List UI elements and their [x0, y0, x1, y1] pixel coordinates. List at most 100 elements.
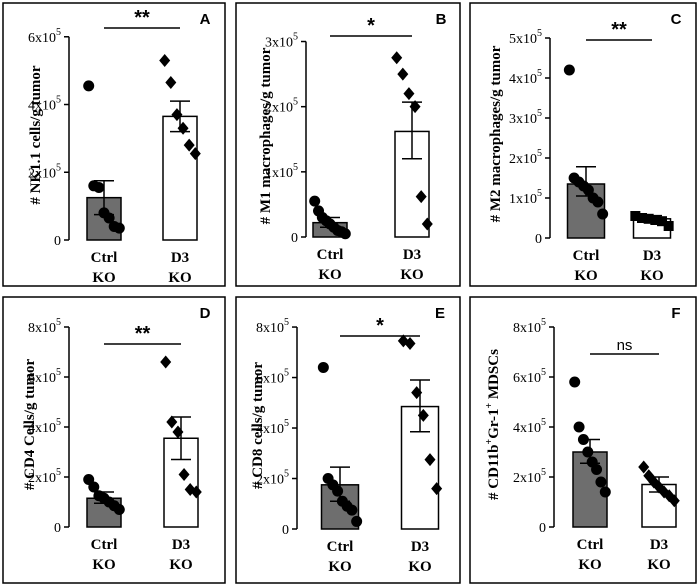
significance-label: **	[134, 7, 150, 29]
data-point	[424, 453, 436, 467]
data-point	[597, 208, 609, 220]
significance-label: **	[611, 19, 627, 41]
data-point	[165, 76, 177, 89]
y-tick-label: 5x105	[509, 28, 542, 47]
category-label: D3	[172, 537, 190, 553]
data-point	[421, 217, 433, 231]
panel-letter: F	[671, 305, 680, 322]
panel-frame	[2, 296, 226, 584]
category-label: KO	[168, 270, 191, 286]
panel-letter: D	[200, 305, 211, 322]
category-label: Ctrl	[317, 247, 344, 263]
bar	[162, 115, 198, 241]
data-point	[599, 486, 611, 498]
panel-b: B 0 1x105 2x105 3x105# M1 macrophages/g tumo…	[235, 2, 461, 287]
y-tick-label: 0	[54, 521, 61, 536]
data-point	[189, 147, 201, 161]
data-point	[591, 464, 603, 475]
y-tick-label: 6x105	[28, 27, 61, 46]
y-tick-label: 4x105	[509, 68, 542, 87]
category-label: KO	[92, 270, 115, 286]
y-tick-label: 2x105	[28, 467, 61, 486]
bar	[163, 437, 199, 528]
panel-frame	[235, 2, 461, 287]
data-point	[663, 221, 674, 231]
data-point	[159, 53, 171, 67]
data-point	[397, 67, 409, 81]
data-point	[431, 482, 443, 496]
y-tick-label: 6x105	[513, 367, 546, 386]
data-point	[403, 87, 415, 101]
data-point	[417, 408, 429, 422]
data-point	[339, 228, 351, 240]
data-point	[391, 51, 403, 65]
y-tick-label: 2x105	[509, 148, 542, 167]
significance-label: *	[367, 15, 375, 37]
category-label: D3	[411, 539, 429, 555]
y-tick-label: 4x105	[256, 418, 289, 437]
data-point	[404, 336, 416, 350]
category-label: KO	[400, 267, 423, 283]
y-tick-label: 8x105	[513, 317, 546, 336]
y-tick-label: 1x105	[265, 162, 298, 181]
panel-frame	[469, 2, 697, 287]
data-point	[346, 504, 358, 516]
panel-letter: B	[436, 11, 447, 28]
data-point	[88, 481, 100, 493]
category-label: D3	[171, 250, 189, 266]
panel-letter: E	[435, 305, 445, 322]
category-label: KO	[408, 559, 431, 575]
y-tick-label: 8x105	[256, 317, 289, 336]
y-tick-label: 3x105	[509, 108, 542, 127]
data-point	[582, 184, 594, 196]
category-label: Ctrl	[577, 537, 604, 553]
data-point	[351, 515, 363, 527]
data-point	[166, 415, 178, 429]
category-label: KO	[92, 557, 115, 573]
panel-letter: A	[200, 11, 211, 28]
data-point	[309, 195, 321, 207]
data-point	[332, 485, 344, 497]
panel-frame	[2, 2, 226, 287]
category-label: D3	[403, 247, 421, 263]
y-tick-label: 4x105	[513, 417, 546, 436]
data-point	[160, 355, 172, 369]
y-axis-label: # M2 macrophages/g tumor	[488, 45, 504, 222]
panel-frame	[469, 296, 697, 584]
data-point	[668, 494, 680, 508]
data-point	[563, 64, 575, 76]
significance-label: **	[135, 323, 151, 345]
data-point	[569, 376, 581, 388]
y-tick-label: 0	[54, 234, 61, 249]
data-point	[637, 213, 648, 223]
significance-label: ns	[617, 337, 633, 354]
panel-c: C 0 1x105 2x105 3x105 4x105 5x105 # M2 macropha…	[469, 2, 697, 287]
data-point	[83, 80, 95, 92]
category-label: D3	[650, 537, 668, 553]
category-label: KO	[169, 557, 192, 573]
y-tick-label: 0	[291, 231, 298, 246]
category-label: Ctrl	[327, 539, 354, 555]
y-tick-label: 4x105	[28, 95, 61, 114]
category-label: KO	[328, 559, 351, 575]
category-label: Ctrl	[91, 537, 118, 553]
data-point	[409, 100, 421, 114]
data-point	[592, 196, 604, 208]
y-tick-label: 0	[282, 523, 289, 538]
data-point	[573, 421, 585, 433]
data-point	[190, 485, 202, 499]
data-point	[643, 213, 654, 224]
y-tick-label: 2x105	[256, 469, 289, 488]
data-point	[638, 460, 650, 474]
data-point	[113, 504, 125, 515]
y-tick-label: 8x105	[28, 317, 61, 336]
category-label: D3	[643, 248, 661, 264]
y-axis-label: # M1 macrophages/g tumor	[258, 47, 274, 224]
y-tick-label: 2x105	[513, 467, 546, 486]
y-tick-label: 0	[539, 521, 546, 536]
y-axis-label: # CD4 Cells/g tumor	[22, 359, 38, 491]
data-point	[183, 138, 195, 152]
category-label: KO	[574, 268, 597, 284]
data-point	[415, 190, 427, 204]
